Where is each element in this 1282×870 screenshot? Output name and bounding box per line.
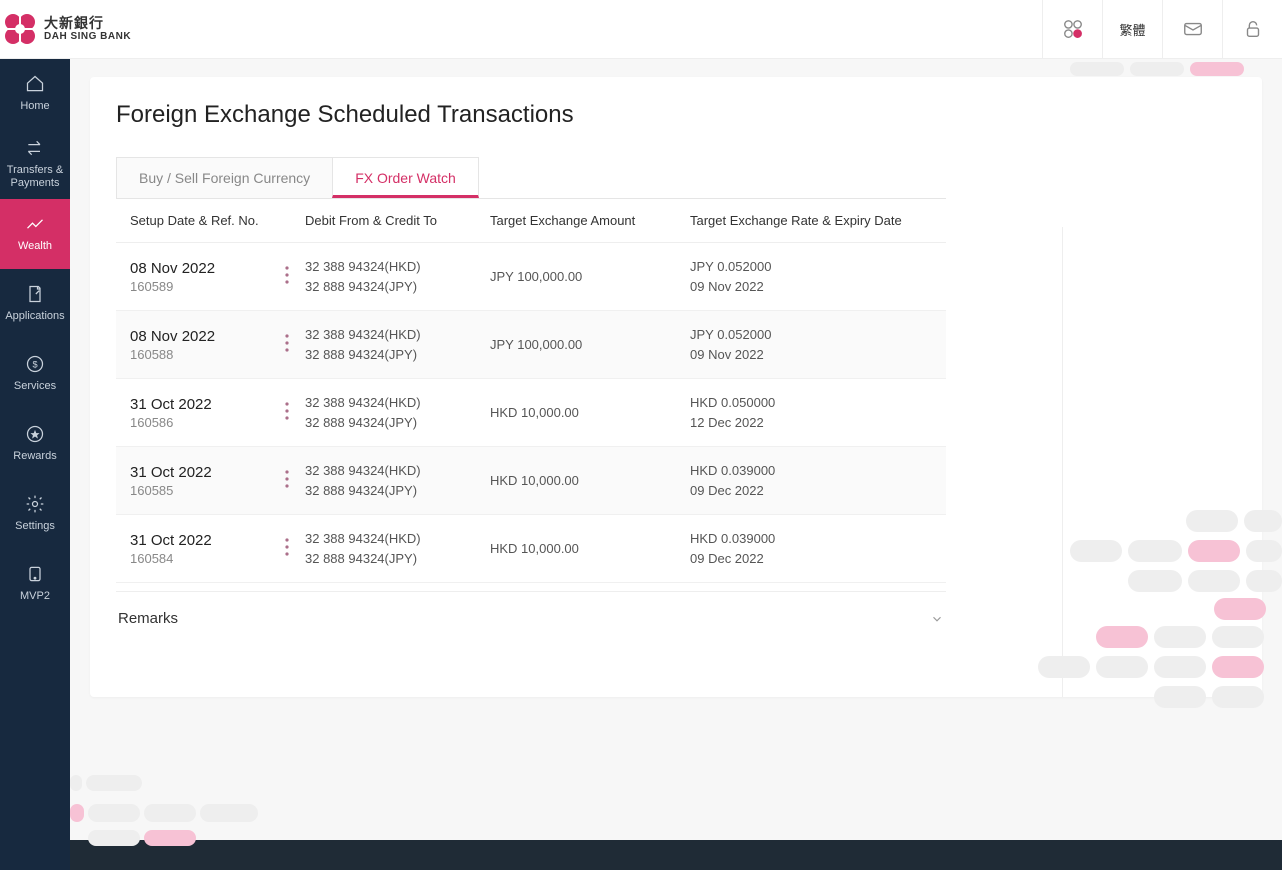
setup-date: 08 Nov 2022 (130, 328, 285, 345)
sidebar-item-applications[interactable]: Applications (0, 269, 70, 339)
debit-from: 32 388 94324(HKD) (305, 393, 490, 413)
table-row: 08 Nov 2022 160589 32 388 94324(HKD) 32 … (116, 243, 946, 311)
target-rate: HKD 0.039000 (690, 529, 932, 549)
debit-from: 32 388 94324(HKD) (305, 325, 490, 345)
setup-date: 31 Oct 2022 (130, 464, 285, 481)
sidebar-item-label: Applications (5, 310, 64, 323)
apps-icon[interactable] (1042, 0, 1102, 58)
more-icon[interactable] (285, 470, 305, 491)
brand-logo: 大新銀行 DAH SING BANK (2, 11, 131, 47)
language-toggle[interactable]: 繁體 (1102, 0, 1162, 58)
main-content: Foreign Exchange Scheduled Transactions … (70, 59, 1282, 870)
sidebar-item-services[interactable]: $ Services (0, 339, 70, 409)
table-header: Setup Date & Ref. No. Debit From & Credi… (116, 199, 946, 243)
table-row: 31 Oct 2022 160584 32 388 94324(HKD) 32 … (116, 515, 946, 583)
target-amount: HKD 10,000.00 (490, 405, 690, 420)
ref-no: 160588 (130, 347, 285, 362)
table-body: 08 Nov 2022 160589 32 388 94324(HKD) 32 … (116, 243, 946, 583)
target-rate: JPY 0.052000 (690, 257, 932, 277)
sidebar-item-mvp2[interactable]: MVP2 (0, 549, 70, 619)
sidebar-item-settings[interactable]: Settings (0, 479, 70, 549)
more-icon[interactable] (285, 266, 305, 287)
tab-fxorderwatch[interactable]: FX Order Watch (332, 157, 479, 198)
table-row: 31 Oct 2022 160585 32 388 94324(HKD) 32 … (116, 447, 946, 515)
setup-date: 31 Oct 2022 (130, 396, 285, 413)
sidebar-item-label: Transfers & Payments (2, 164, 68, 190)
ref-no: 160589 (130, 279, 285, 294)
debit-from: 32 388 94324(HKD) (305, 257, 490, 277)
sidebar-item-label: Home (20, 100, 49, 113)
sidebar-item-label: Rewards (13, 450, 56, 463)
target-amount: HKD 10,000.00 (490, 541, 690, 556)
sidebar: Home Transfers & Payments Wealth Applica… (0, 59, 70, 870)
page-title: Foreign Exchange Scheduled Transactions (116, 101, 1236, 129)
ref-no: 160585 (130, 483, 285, 498)
brand-name-cn: 大新銀行 (44, 16, 131, 31)
setup-date: 31 Oct 2022 (130, 532, 285, 549)
table-row: 31 Oct 2022 160586 32 388 94324(HKD) 32 … (116, 379, 946, 447)
debit-from: 32 388 94324(HKD) (305, 461, 490, 481)
brand-logo-mark (2, 11, 38, 47)
sidebar-item-transfers[interactable]: Transfers & Payments (0, 129, 70, 199)
chevron-down-icon (930, 612, 944, 626)
content-divider (1062, 227, 1063, 697)
lock-icon[interactable] (1222, 0, 1282, 58)
tab-buysell[interactable]: Buy / Sell Foreign Currency (116, 157, 333, 198)
more-icon[interactable] (285, 334, 305, 355)
col-header-setup: Setup Date & Ref. No. (130, 213, 305, 228)
table-row: 08 Nov 2022 160588 32 388 94324(HKD) 32 … (116, 311, 946, 379)
sidebar-item-home[interactable]: Home (0, 59, 70, 129)
credit-to: 32 888 94324(JPY) (305, 413, 490, 433)
mail-icon[interactable] (1162, 0, 1222, 58)
sidebar-item-label: MVP2 (20, 590, 50, 603)
target-amount: JPY 100,000.00 (490, 337, 690, 352)
topbar: 大新銀行 DAH SING BANK 繁體 (0, 0, 1282, 59)
content-card: Foreign Exchange Scheduled Transactions … (90, 77, 1262, 697)
sidebar-item-rewards[interactable]: Rewards (0, 409, 70, 479)
remarks-label: Remarks (118, 610, 178, 627)
target-amount: JPY 100,000.00 (490, 269, 690, 284)
expiry-date: 12 Dec 2022 (690, 413, 932, 433)
setup-date: 08 Nov 2022 (130, 260, 285, 277)
col-header-target: Target Exchange Amount (490, 213, 690, 228)
col-header-rate: Target Exchange Rate & Expiry Date (690, 213, 932, 228)
sidebar-item-wealth[interactable]: Wealth (0, 199, 70, 269)
ref-no: 160586 (130, 415, 285, 430)
footer-bar (70, 840, 1282, 870)
debit-from: 32 388 94324(HKD) (305, 529, 490, 549)
sidebar-item-label: Wealth (18, 240, 52, 253)
tab-bar: Buy / Sell Foreign Currency FX Order Wat… (116, 157, 946, 199)
brand-name-en: DAH SING BANK (44, 31, 131, 42)
target-rate: HKD 0.050000 (690, 393, 932, 413)
target-rate: JPY 0.052000 (690, 325, 932, 345)
col-header-debit: Debit From & Credit To (305, 213, 490, 228)
sidebar-item-label: Settings (15, 520, 55, 533)
more-icon[interactable] (285, 402, 305, 423)
sidebar-item-label: Services (14, 380, 56, 393)
expiry-date: 09 Dec 2022 (690, 481, 932, 501)
ref-no: 160584 (130, 551, 285, 566)
expiry-date: 09 Nov 2022 (690, 345, 932, 365)
target-rate: HKD 0.039000 (690, 461, 932, 481)
more-icon[interactable] (285, 538, 305, 559)
credit-to: 32 888 94324(JPY) (305, 481, 490, 501)
credit-to: 32 888 94324(JPY) (305, 549, 490, 569)
remarks-toggle[interactable]: Remarks (116, 591, 946, 631)
expiry-date: 09 Nov 2022 (690, 277, 932, 297)
expiry-date: 09 Dec 2022 (690, 549, 932, 569)
credit-to: 32 888 94324(JPY) (305, 277, 490, 297)
svg-text:$: $ (32, 360, 37, 370)
target-amount: HKD 10,000.00 (490, 473, 690, 488)
credit-to: 32 888 94324(JPY) (305, 345, 490, 365)
